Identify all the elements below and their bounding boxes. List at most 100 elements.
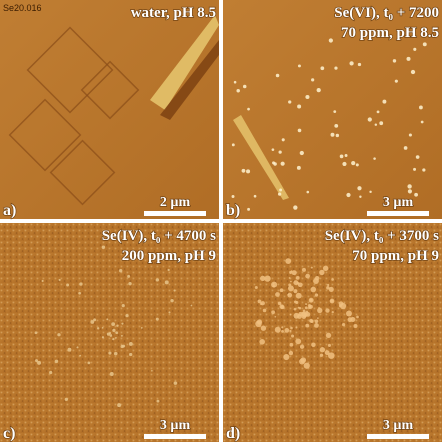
particle xyxy=(305,95,309,99)
particle xyxy=(419,106,423,110)
particle xyxy=(395,80,398,83)
particle xyxy=(330,299,335,304)
particle xyxy=(232,143,235,146)
particle xyxy=(289,330,291,332)
particle xyxy=(317,317,319,319)
particle xyxy=(331,278,334,281)
particle xyxy=(243,85,247,89)
particle xyxy=(112,329,115,332)
particle xyxy=(350,317,355,322)
particle xyxy=(157,400,160,403)
particle xyxy=(416,155,420,159)
particle xyxy=(106,318,108,320)
particle xyxy=(315,276,320,281)
particle xyxy=(68,348,72,352)
particle xyxy=(129,353,132,356)
panel-label: a) xyxy=(3,202,16,219)
particle xyxy=(340,155,344,159)
particle xyxy=(281,162,285,166)
particle xyxy=(122,304,125,307)
panel-title: Se(IV), t₀ + 4700 s xyxy=(102,228,216,244)
particle xyxy=(293,205,297,209)
particle xyxy=(111,322,115,326)
particle xyxy=(305,303,307,305)
particle xyxy=(298,129,302,133)
particle xyxy=(59,279,61,281)
figure: Se20.016water, pH 8.52 µma)Se(VI), t₀ + … xyxy=(0,0,442,442)
particle xyxy=(331,133,335,137)
particle xyxy=(413,48,416,51)
particle xyxy=(346,193,350,197)
particle xyxy=(279,304,284,309)
particle xyxy=(276,74,280,78)
particle xyxy=(289,351,293,355)
particle xyxy=(293,289,297,293)
particle xyxy=(315,293,318,296)
particle xyxy=(128,282,131,285)
particle xyxy=(115,331,118,334)
particle xyxy=(76,346,78,348)
scale-bar xyxy=(144,434,206,439)
particle xyxy=(281,330,284,333)
particle xyxy=(375,123,377,125)
particle xyxy=(284,328,289,333)
particle xyxy=(285,258,291,264)
panel-title: 70 ppm, pH 8.5 xyxy=(341,25,439,41)
particle xyxy=(342,323,345,326)
particle xyxy=(35,359,38,362)
particle xyxy=(119,269,122,272)
particle xyxy=(102,327,104,329)
particle xyxy=(311,267,313,269)
particle xyxy=(283,354,289,360)
particle xyxy=(87,362,90,365)
particle xyxy=(311,343,315,347)
particle xyxy=(275,327,281,333)
particle xyxy=(259,339,265,345)
particle xyxy=(258,299,262,303)
panel-title: water, pH 8.5 xyxy=(131,5,216,21)
particle xyxy=(290,343,294,347)
particle xyxy=(165,280,169,284)
particle xyxy=(349,61,353,65)
particle xyxy=(254,195,257,198)
panel: Se20.016water, pH 8.52 µma) xyxy=(0,0,219,219)
particle xyxy=(255,321,262,328)
particle xyxy=(414,193,418,197)
particle xyxy=(156,278,159,281)
particle xyxy=(247,208,250,211)
particle xyxy=(346,310,352,316)
particle xyxy=(173,290,175,292)
particle xyxy=(408,189,412,193)
particle xyxy=(379,121,383,125)
particle xyxy=(272,161,275,164)
particle xyxy=(333,110,336,113)
particle xyxy=(247,108,250,111)
scale-label: 3 µm xyxy=(383,195,414,210)
particle xyxy=(320,354,323,357)
particle xyxy=(66,284,69,287)
particle xyxy=(340,303,346,309)
particle xyxy=(279,150,282,153)
particle xyxy=(305,306,308,309)
particle xyxy=(294,308,297,311)
particle xyxy=(191,305,193,307)
scale-bar xyxy=(367,434,429,439)
particle xyxy=(320,66,324,70)
particle xyxy=(382,100,386,104)
particle xyxy=(290,327,293,330)
particle xyxy=(232,195,235,198)
particle xyxy=(299,358,305,364)
particle xyxy=(141,327,143,329)
particle xyxy=(122,345,125,348)
afm-image xyxy=(0,0,219,219)
particle xyxy=(280,288,284,292)
particle xyxy=(404,146,408,150)
particle xyxy=(282,138,285,141)
particle xyxy=(79,355,81,357)
particle xyxy=(129,342,133,346)
particle xyxy=(288,285,294,291)
particle xyxy=(298,282,303,287)
particle xyxy=(407,184,411,188)
panel-title: Se(IV), t₀ + 3700 s xyxy=(325,228,439,244)
particle xyxy=(356,316,359,319)
